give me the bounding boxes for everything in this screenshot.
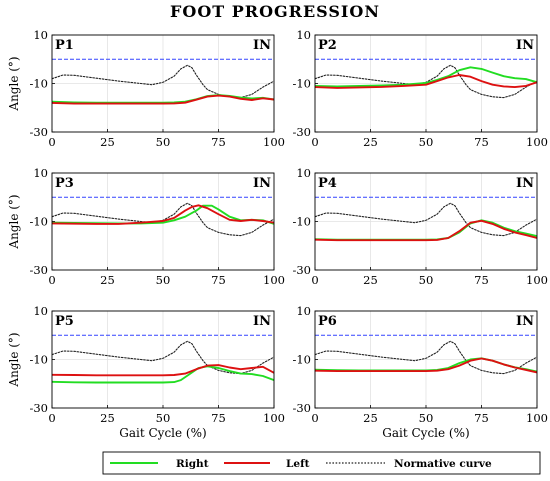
x-tick-label: 25 [100, 411, 115, 425]
y-axis-title: Angle (°) [7, 194, 21, 249]
inward-label: IN [253, 314, 271, 329]
y-tick-label: 10 [33, 166, 48, 180]
x-tick-label: 100 [526, 135, 548, 149]
x-tick-label: 75 [474, 135, 489, 149]
x-tick-label: 25 [363, 411, 378, 425]
x-tick-label: 50 [419, 411, 434, 425]
x-axis-title: Gait Cycle (%) [119, 426, 206, 440]
inward-label: IN [516, 314, 534, 329]
x-tick-label: 75 [211, 273, 226, 287]
legend: Right Left Normative curve [103, 452, 540, 474]
figure-title: FOOT PROGRESSION [170, 2, 380, 21]
y-tick-label: -30 [292, 125, 311, 139]
x-tick-label: 50 [419, 273, 434, 287]
panel-p3: 0 25 50 75 100 10 -10 -30 P3 IN Angle (°) [7, 166, 285, 287]
x-tick-label: 100 [263, 411, 285, 425]
inward-label: IN [253, 176, 271, 191]
panel-label: P1 [55, 38, 74, 53]
x-tick-label: 50 [156, 135, 171, 149]
legend-label-right: Right [176, 458, 209, 470]
y-tick-label: 10 [33, 28, 48, 42]
inward-label: IN [516, 38, 534, 53]
y-tick-label: -30 [29, 401, 48, 415]
y-tick-label: -10 [29, 353, 48, 367]
y-axis-title: Angle (°) [7, 332, 21, 387]
x-tick-label: 50 [419, 135, 434, 149]
inward-label: IN [253, 38, 271, 53]
panel-label: P3 [55, 176, 74, 191]
x-tick-label: 75 [211, 411, 226, 425]
legend-label-left: Left [286, 458, 310, 470]
y-tick-label: 10 [296, 304, 311, 318]
x-tick-label: 25 [363, 273, 378, 287]
inward-label: IN [516, 176, 534, 191]
x-tick-label: 0 [311, 273, 318, 287]
y-tick-label: -30 [292, 401, 311, 415]
y-tick-label: -30 [292, 263, 311, 277]
y-tick-label: -10 [29, 77, 48, 91]
y-tick-label: 10 [33, 304, 48, 318]
x-tick-label: 75 [211, 135, 226, 149]
x-tick-label: 100 [263, 135, 285, 149]
panel-p6: 0 25 50 75 100 10 -10 -30 P6 IN Gait Cycle (%) [292, 304, 548, 440]
x-tick-label: 25 [363, 135, 378, 149]
panel-p4: 0 25 50 75 100 10 -10 -30 P4 IN [292, 166, 548, 287]
x-tick-label: 50 [156, 273, 171, 287]
x-tick-label: 100 [263, 273, 285, 287]
panel-p1: 0 25 50 75 100 10 -10 -30 P1 IN Angle (°) [7, 28, 285, 149]
y-axis-title: Angle (°) [7, 56, 21, 111]
x-tick-label: 0 [48, 273, 55, 287]
x-tick-label: 100 [526, 411, 548, 425]
x-tick-label: 75 [474, 273, 489, 287]
y-tick-label: -10 [292, 215, 311, 229]
legend-label-normative: Normative curve [394, 458, 492, 470]
x-axis-title: Gait Cycle (%) [382, 426, 469, 440]
y-tick-label: -30 [29, 263, 48, 277]
panel-label: P5 [55, 314, 74, 329]
panel-p2: 0 25 50 75 100 10 -10 -30 P2 IN [292, 28, 548, 149]
x-tick-label: 100 [526, 273, 548, 287]
x-tick-label: 0 [311, 411, 318, 425]
y-tick-label: -30 [29, 125, 48, 139]
panel-label: P6 [318, 314, 337, 329]
x-tick-label: 50 [156, 411, 171, 425]
panel-label: P2 [318, 38, 337, 53]
y-tick-label: 10 [296, 166, 311, 180]
y-tick-label: 10 [296, 28, 311, 42]
x-tick-label: 25 [100, 135, 115, 149]
x-tick-label: 25 [100, 273, 115, 287]
x-tick-label: 0 [48, 135, 55, 149]
x-tick-label: 0 [48, 411, 55, 425]
x-tick-label: 0 [311, 135, 318, 149]
x-tick-label: 75 [474, 411, 489, 425]
panel-label: P4 [318, 176, 337, 191]
y-tick-label: -10 [292, 77, 311, 91]
panel-p5: 0 25 50 75 100 10 -10 -30 P5 IN Angle (°) Gait Cycl… [7, 304, 285, 440]
y-tick-label: -10 [292, 353, 311, 367]
y-tick-label: -10 [29, 215, 48, 229]
